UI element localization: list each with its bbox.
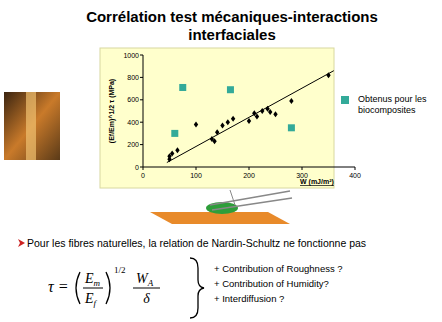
paren	[106, 272, 110, 304]
point	[194, 121, 198, 127]
point	[175, 147, 179, 153]
point	[179, 84, 186, 91]
formula-part: Em	[84, 271, 101, 288]
x-tick-label: 100	[190, 172, 202, 179]
point	[227, 86, 234, 93]
x-tick-label: 0	[141, 172, 145, 179]
point	[255, 114, 259, 120]
y-tick	[140, 122, 143, 123]
y-tick	[140, 99, 143, 100]
legend-label: Obtenus pour lesbiocomposites	[358, 94, 427, 115]
y-tick	[140, 77, 143, 78]
formula-part: WA	[136, 271, 154, 288]
point	[231, 116, 235, 122]
point	[268, 109, 272, 115]
x-tick-label: 400	[349, 172, 361, 179]
fraction-bar	[133, 288, 160, 289]
formula-part: Ef	[84, 291, 98, 308]
x-axis-label: W (mJ/m²)	[300, 178, 334, 186]
title: Corrélation test mécaniques-interactions	[86, 8, 378, 25]
x-tick	[302, 167, 303, 170]
y-tick	[140, 55, 143, 56]
title: interfaciales	[188, 26, 276, 43]
y-tick	[140, 167, 143, 168]
diagram-blade	[210, 191, 292, 210]
paren	[76, 272, 80, 304]
bullet: + Interdiffusion ?	[214, 293, 284, 304]
y-tick-label: 600	[127, 96, 139, 103]
formula-part: 1/2	[114, 265, 126, 275]
y-axis	[143, 55, 144, 167]
y-tick-label: 800	[127, 74, 139, 81]
diagram-fiber	[230, 190, 235, 205]
y-tick-label: 400	[127, 119, 139, 126]
y-tick-label: 200	[127, 141, 139, 148]
brace	[190, 258, 204, 318]
x-tick	[355, 167, 356, 170]
slide: Corrélation test mécaniques-interactions…	[0, 0, 442, 322]
point	[247, 118, 251, 124]
fraction-bar	[83, 288, 103, 289]
x-tick-label: 200	[243, 172, 255, 179]
point	[212, 138, 216, 144]
y-axis-label: (Ef/Em)^1/2 τ (MPa)	[108, 79, 116, 143]
formula-part: δ	[143, 291, 150, 306]
y-tick-label: 1000	[123, 52, 139, 59]
point	[288, 124, 295, 131]
plot-area	[167, 71, 334, 163]
legend-swatch	[341, 96, 349, 104]
photo-fiber	[26, 92, 36, 160]
point	[289, 98, 293, 104]
bullet: + Contribution of Roughness ?	[214, 263, 343, 274]
bullet: + Contribution of Humidity?	[214, 278, 329, 289]
note: Pour les fibres naturelles, la relation …	[27, 237, 366, 249]
page: Corrélation test mécaniques-interactions…	[0, 0, 442, 322]
x-tick	[196, 167, 197, 170]
point	[170, 151, 174, 157]
formula-part: τ =	[48, 278, 69, 295]
bullet-arrow	[18, 239, 25, 247]
x-tick	[249, 167, 250, 170]
point	[220, 123, 224, 129]
photo	[4, 92, 60, 160]
y-tick-label: 0	[135, 164, 139, 171]
y-tick	[140, 144, 143, 145]
point	[273, 111, 277, 117]
point	[226, 119, 230, 125]
point	[171, 130, 178, 137]
fit-line	[167, 71, 334, 163]
